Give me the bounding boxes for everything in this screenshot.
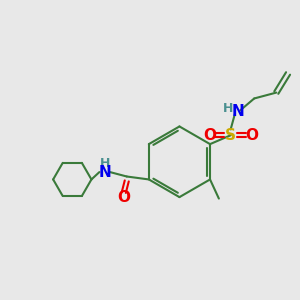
Text: H: H [223, 102, 233, 115]
Text: N: N [98, 165, 111, 180]
Text: O: O [117, 190, 130, 205]
Text: H: H [100, 157, 110, 170]
Text: N: N [232, 104, 244, 119]
Text: S: S [225, 128, 236, 143]
Text: O: O [245, 128, 258, 143]
Text: O: O [203, 128, 217, 143]
